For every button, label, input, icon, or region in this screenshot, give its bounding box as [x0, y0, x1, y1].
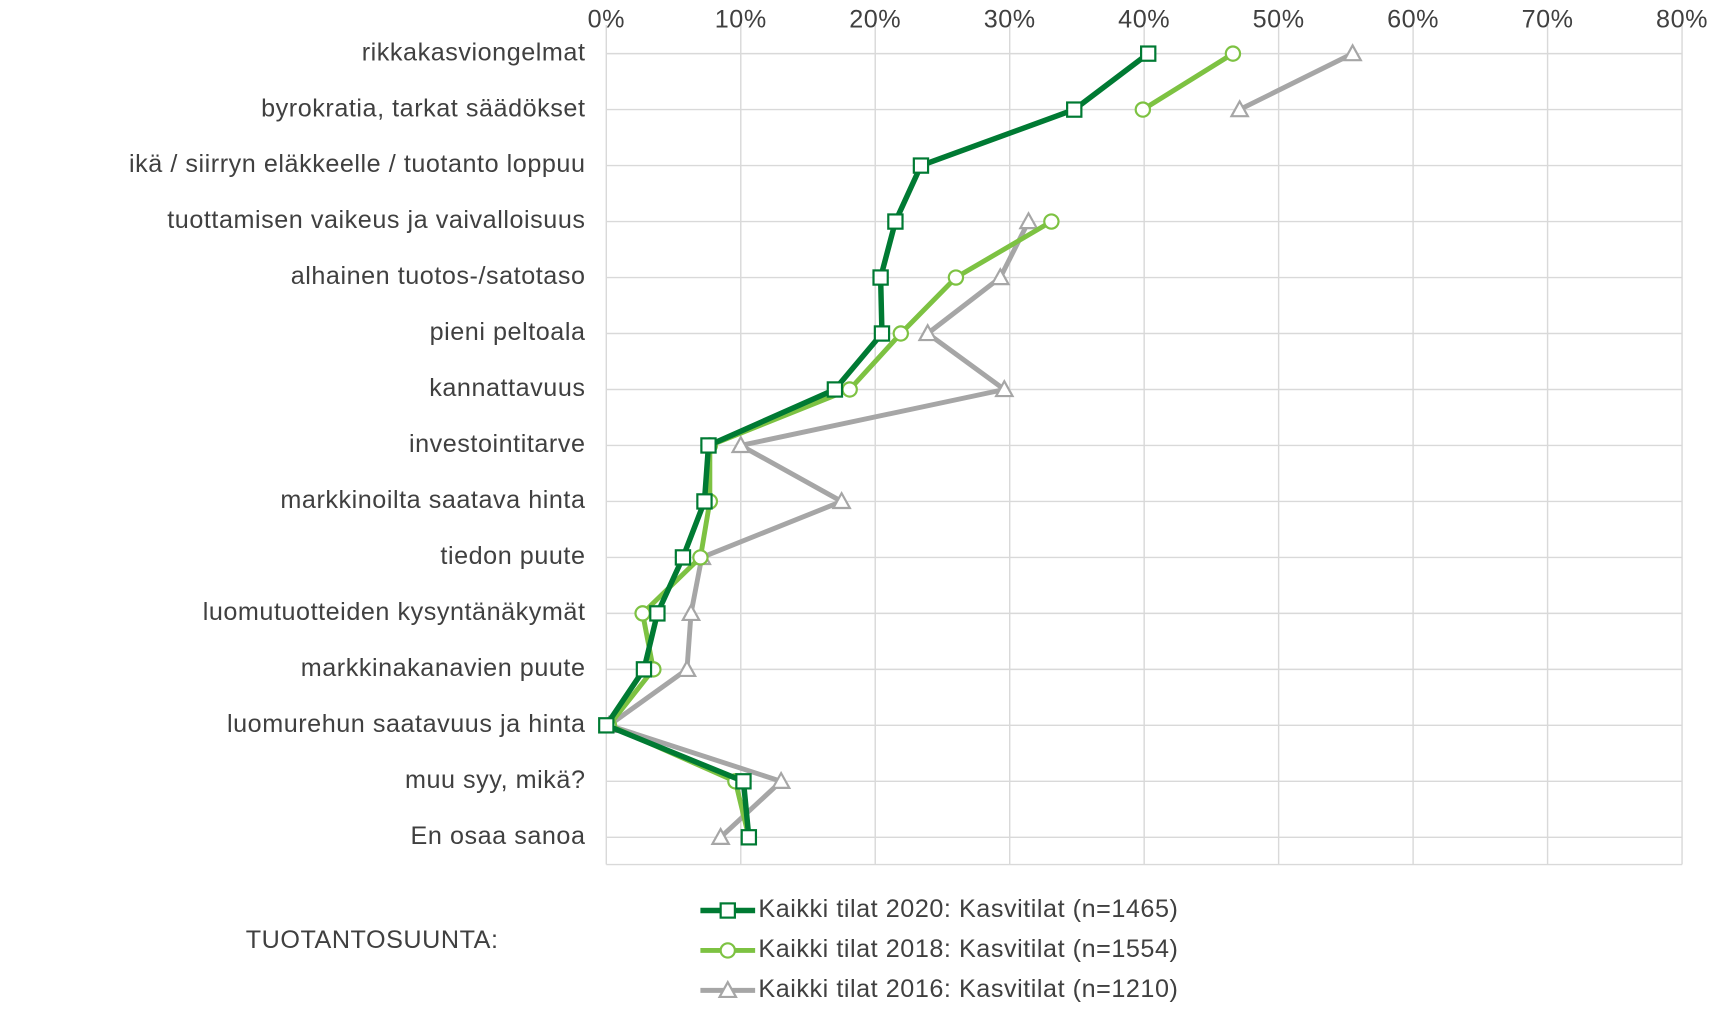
x-tick-label: 0% [588, 5, 625, 33]
marker [719, 942, 736, 959]
marker [1134, 101, 1152, 118]
marker [831, 490, 852, 510]
marker [735, 773, 752, 790]
legend-label: Kaikki tilat 2016: Kasvitilat (n=1210) [758, 975, 1178, 1003]
y-tick-label: ikä / siirryn eläkkeelle / tuotanto lopp… [129, 150, 585, 178]
marker [1018, 211, 1039, 230]
x-tick-label: 60% [1387, 5, 1439, 33]
marker [990, 267, 1011, 286]
marker [598, 717, 615, 734]
marker [730, 434, 751, 454]
marker [873, 325, 891, 342]
marker [719, 902, 736, 919]
y-tick-label: markkinoilta saatava hinta [280, 486, 585, 514]
marker [872, 269, 889, 286]
marker [1066, 101, 1083, 118]
y-tick-label: rikkakasviongelmat [362, 38, 586, 66]
marker [635, 661, 653, 678]
y-tick-label: muu syy, mikä? [405, 766, 586, 794]
legend-title: TUOTANTOSUUNTA: [246, 926, 499, 954]
y-tick-label: pieni peltoala [430, 318, 586, 346]
y-tick-label: luomurehun saatavuus ja hinta [227, 710, 586, 738]
marker [1140, 45, 1157, 62]
x-tick-label: 20% [849, 5, 901, 33]
x-tick-label: 50% [1253, 5, 1305, 33]
y-tick-label: investointitarve [409, 430, 586, 458]
y-tick-label: luomutuotteiden kysyntänäkymät [203, 598, 586, 626]
marker [771, 770, 792, 789]
y-tick-label: alhainen tuotos-/satotaso [291, 262, 586, 290]
marker [1229, 99, 1250, 118]
marker [917, 323, 938, 342]
x-tick-label: 80% [1656, 5, 1708, 33]
y-tick-label: En osaa sanoa [411, 822, 586, 850]
y-tick-label: markkinakanavien puute [301, 654, 586, 682]
marker [1224, 45, 1242, 62]
marker [676, 658, 698, 678]
legend-label: Kaikki tilat 2018: Kasvitilat (n=1554) [758, 935, 1178, 963]
marker [700, 437, 717, 454]
x-tick-label: 40% [1118, 5, 1170, 33]
marker [634, 605, 651, 622]
marker [1342, 43, 1363, 62]
marker [912, 157, 930, 174]
marker [892, 325, 909, 342]
x-tick-label: 70% [1522, 5, 1574, 33]
y-tick-label: tuottamisen vaikeus ja vaivalloisuus [167, 206, 585, 234]
marker [740, 829, 758, 846]
marker [680, 602, 702, 622]
marker [717, 979, 738, 999]
marker [947, 269, 965, 286]
y-tick-label: byrokratia, tarkat säädökset [261, 94, 585, 122]
series [598, 45, 1157, 846]
y-tick-label: kannattavuus [429, 374, 585, 402]
marker [841, 381, 858, 398]
marker [696, 493, 713, 510]
y-tick-label: tiedon puute [440, 542, 585, 570]
marker [887, 213, 904, 230]
x-tick-label: 10% [715, 5, 767, 33]
marker [994, 379, 1015, 398]
marker [826, 381, 844, 398]
marker [692, 549, 709, 566]
legend-label: Kaikki tilat 2020: Kasvitilat (n=1465) [758, 895, 1178, 923]
marker [710, 826, 731, 845]
marker [649, 605, 666, 622]
x-tick-label: 30% [984, 5, 1036, 33]
marker [674, 549, 692, 566]
marker [1043, 213, 1060, 230]
series-line [606, 51, 1354, 840]
